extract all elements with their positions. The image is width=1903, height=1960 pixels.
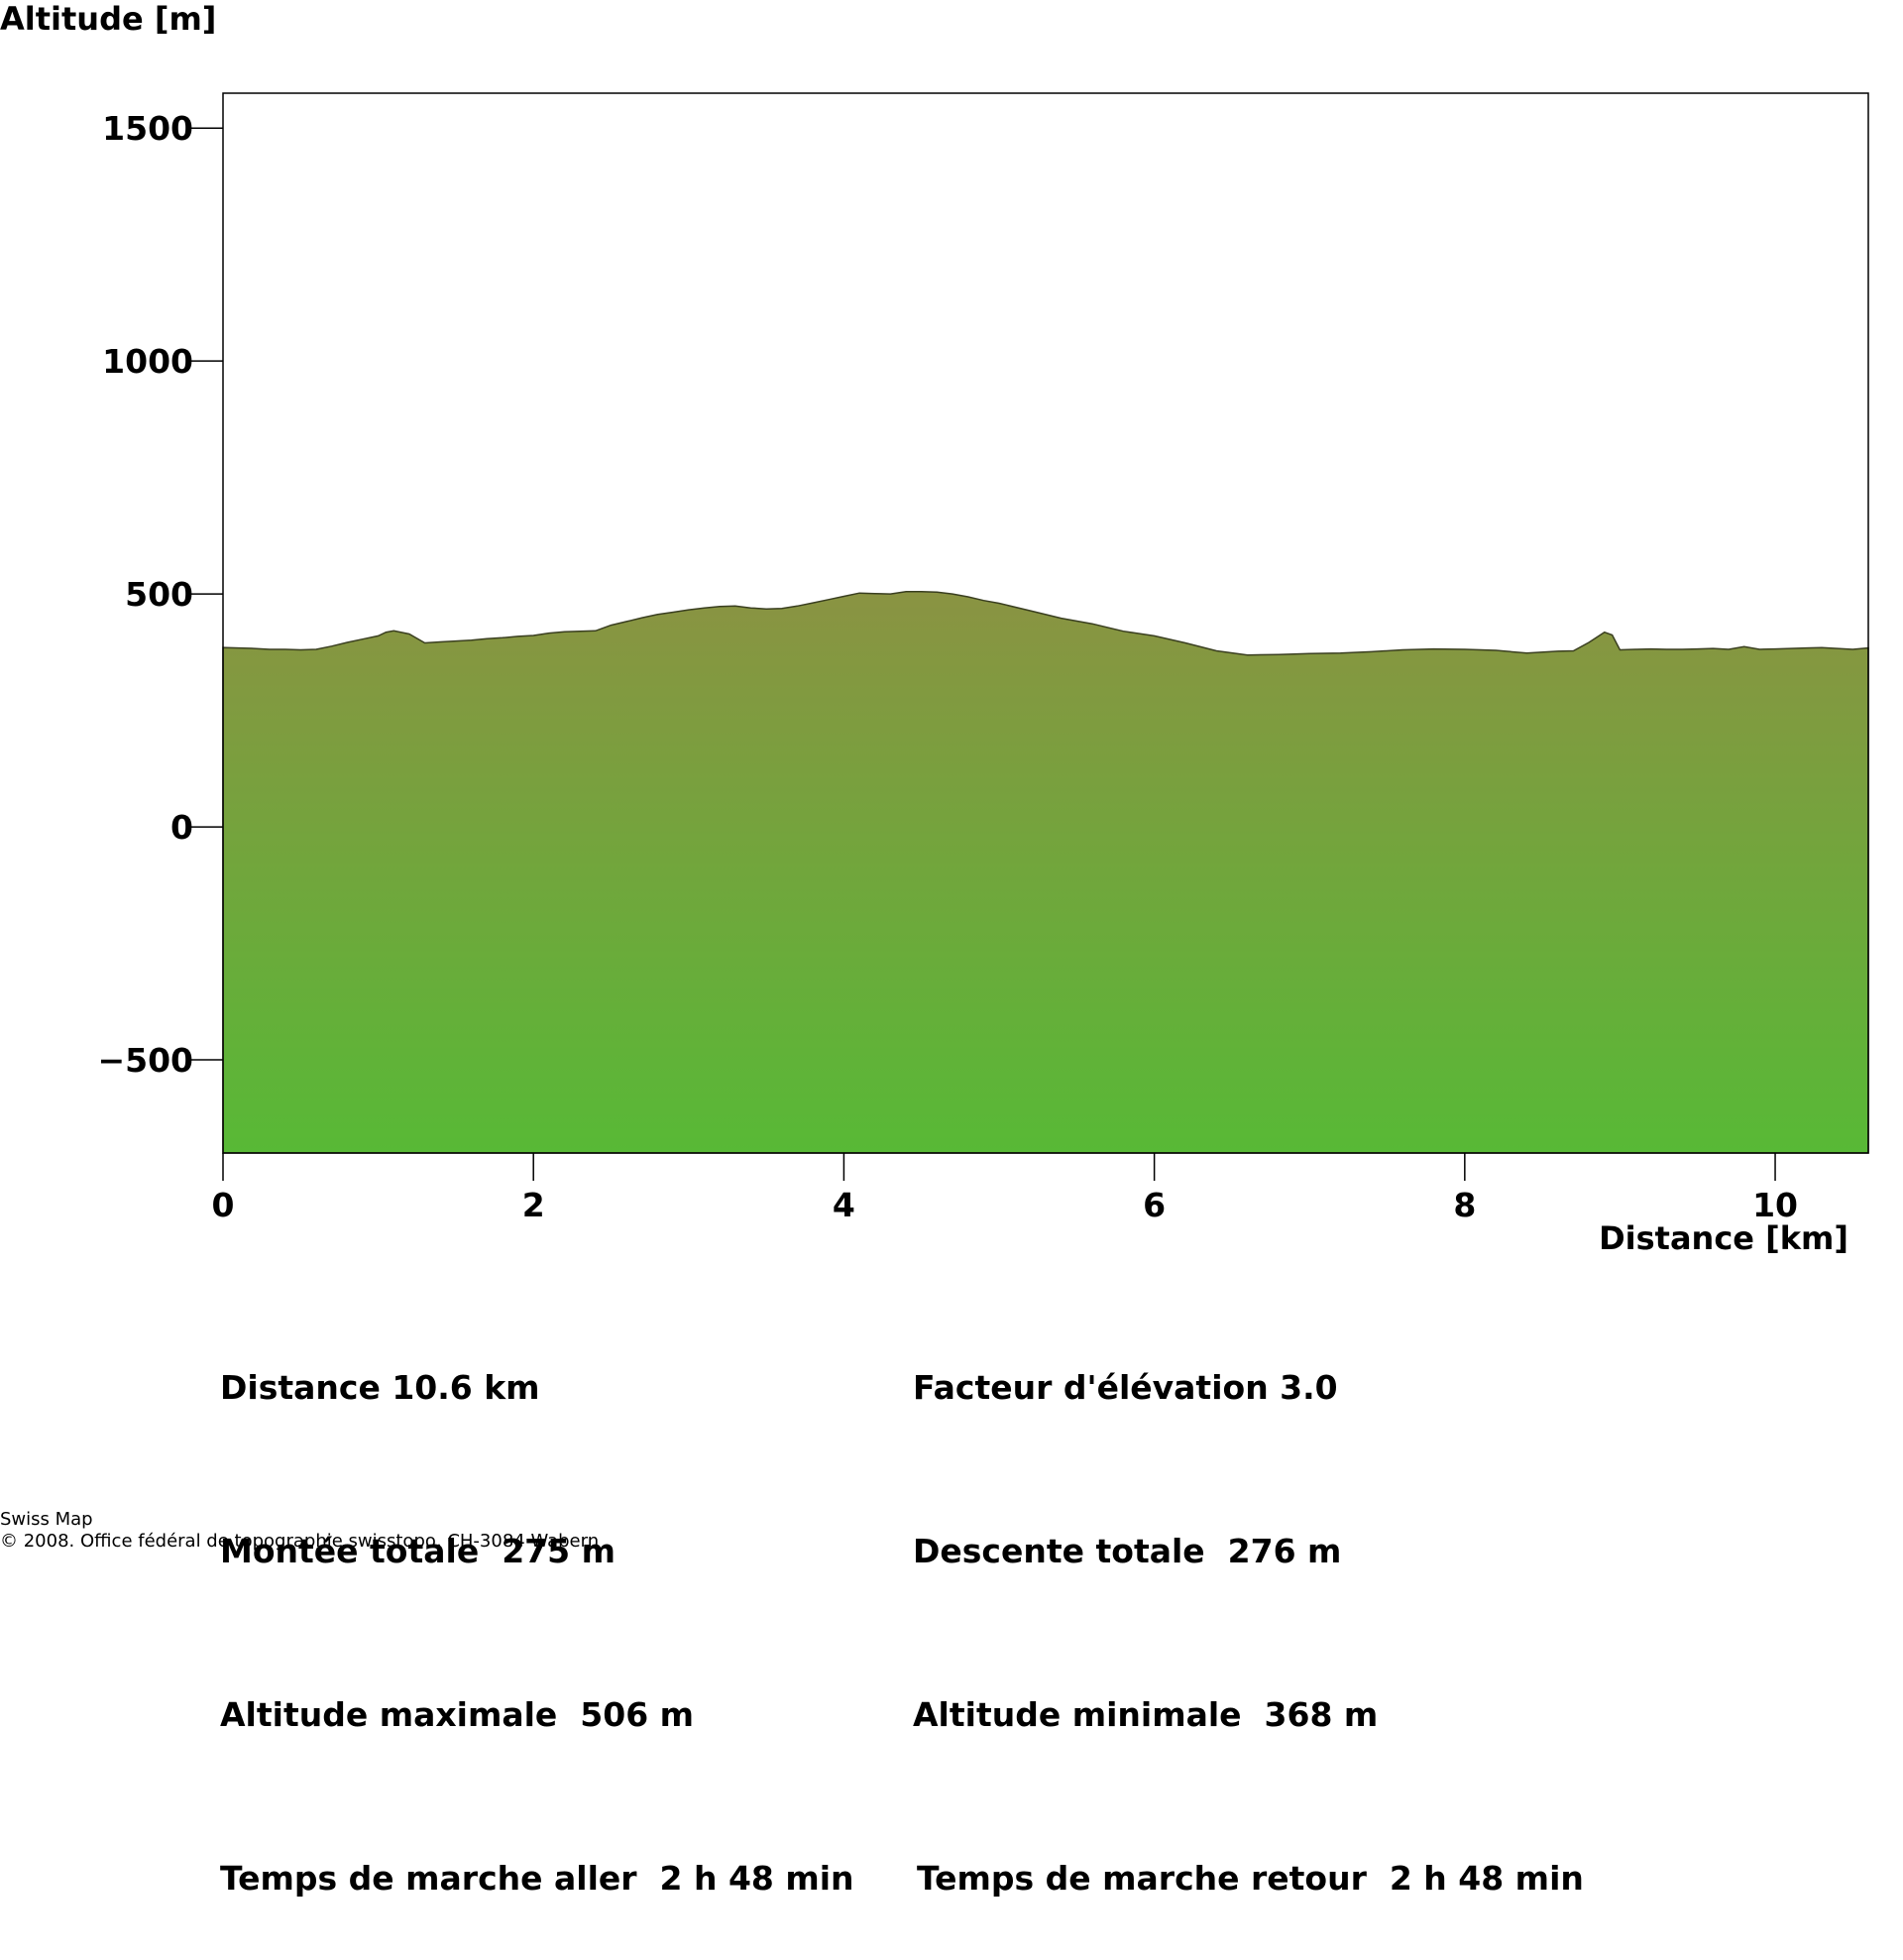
- stat-total-descent: Descente totale 276 m: [913, 1532, 1342, 1570]
- x-tick-label: 2: [522, 1186, 545, 1224]
- stat-elevation-factor: Facteur d'élévation 3.0: [913, 1368, 1338, 1407]
- y-axis-label: Altitude [m]: [0, 0, 216, 38]
- stat-walk-time-outbound: Temps de marche aller 2 h 48 min: [220, 1859, 854, 1898]
- x-axis-label: Distance [km]: [1599, 1219, 1848, 1257]
- plot-frame: [222, 92, 1869, 1154]
- x-tick-label: 8: [1453, 1186, 1476, 1224]
- stat-walk-time-return: Temps de marche retour 2 h 48 min: [917, 1859, 1584, 1898]
- elevation-profile-chart: Altitude [m] Distance [km] 1500 1000 500 0 −…: [0, 0, 1869, 1257]
- stat-max-altitude: Altitude maximale 506 m: [220, 1695, 695, 1734]
- stat-distance: Distance 10.6 km: [220, 1368, 540, 1407]
- credit-source: Swiss Map: [0, 1509, 93, 1530]
- stat-min-altitude: Altitude minimale 368 m: [913, 1695, 1379, 1734]
- y-tick-label: 1500: [102, 109, 193, 148]
- x-tick-label: 6: [1143, 1186, 1166, 1224]
- y-tick-label: 500: [125, 575, 193, 614]
- y-tick-label: −500: [97, 1041, 193, 1080]
- stats-left-column: Distance 10.6 km Montée totale 275 m Alt…: [220, 1251, 854, 1960]
- x-tick-label: 0: [212, 1186, 235, 1224]
- stats-right-column: Facteur d'élévation 3.0 Descente totale …: [913, 1251, 1584, 1960]
- elevation-area: [222, 591, 1869, 1154]
- x-tick-label: 4: [833, 1186, 855, 1224]
- y-tick-label: 1000: [102, 342, 193, 381]
- y-tick-label: 0: [170, 808, 193, 847]
- x-tick-label: 10: [1752, 1186, 1798, 1224]
- credit-copyright: © 2008. Office fédéral de topographie sw…: [0, 1531, 600, 1552]
